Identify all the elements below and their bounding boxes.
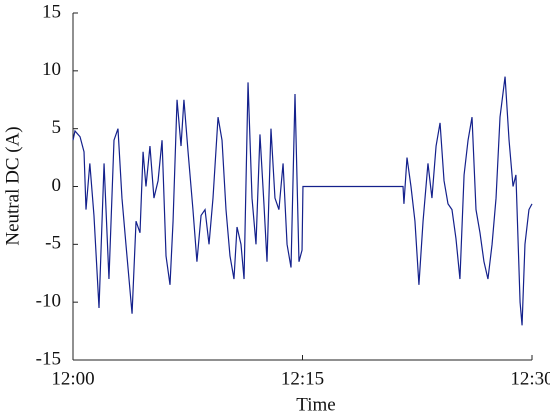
y-tick-label: 0: [52, 175, 62, 196]
y-tick-label: -15: [36, 348, 61, 369]
x-tick-label: 12:30: [510, 368, 550, 389]
x-axis-label: Time: [296, 394, 335, 415]
y-tick-label: 10: [42, 59, 61, 80]
y-tick-label: 5: [52, 117, 62, 138]
y-axis-label: Neutral DC (A): [2, 126, 23, 245]
y-tick-label: -10: [36, 291, 61, 312]
x-tick-label: 12:15: [281, 368, 324, 389]
x-tick-label: 12:00: [51, 368, 94, 389]
y-tick-label: 15: [42, 1, 61, 22]
y-tick-label: -5: [45, 233, 61, 254]
data-line: [72, 76, 533, 326]
